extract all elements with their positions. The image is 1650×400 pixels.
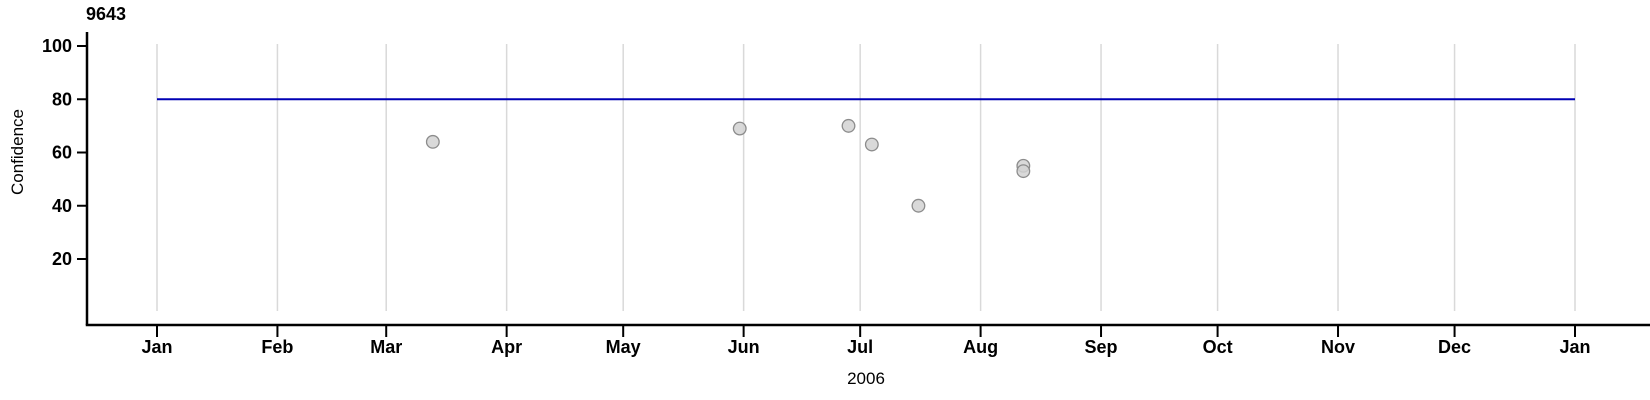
- y-tick-label: 100: [42, 36, 72, 56]
- data-point: [841, 118, 856, 133]
- x-tick-label: Mar: [370, 337, 402, 357]
- x-axis-title: 2006: [847, 369, 885, 388]
- y-tick-label: 80: [52, 89, 72, 109]
- y-tick-label: 40: [52, 196, 72, 216]
- x-tick-label: Apr: [491, 337, 522, 357]
- x-tick-label: Aug: [963, 337, 998, 357]
- x-tick-label: May: [606, 337, 641, 357]
- x-tick-label: Feb: [261, 337, 293, 357]
- y-axis-title: Confidence: [8, 109, 27, 196]
- data-point: [864, 137, 879, 152]
- y-tick-label: 60: [52, 143, 72, 163]
- y-tick-label: 20: [52, 249, 72, 269]
- data-point: [911, 198, 926, 213]
- x-tick-label: Jun: [728, 337, 760, 357]
- x-tick-label: Sep: [1085, 337, 1118, 357]
- data-point: [425, 134, 440, 149]
- x-tick-label: Jan: [1559, 337, 1590, 357]
- chart-title: 9643: [86, 4, 127, 24]
- x-tick-label: Jul: [847, 337, 873, 357]
- data-point: [1016, 164, 1031, 179]
- x-tick-label: Oct: [1203, 337, 1233, 357]
- data-point: [732, 121, 747, 136]
- x-tick-label: Dec: [1438, 337, 1471, 357]
- x-tick-label: Nov: [1321, 337, 1355, 357]
- x-tick-label: Jan: [141, 337, 172, 357]
